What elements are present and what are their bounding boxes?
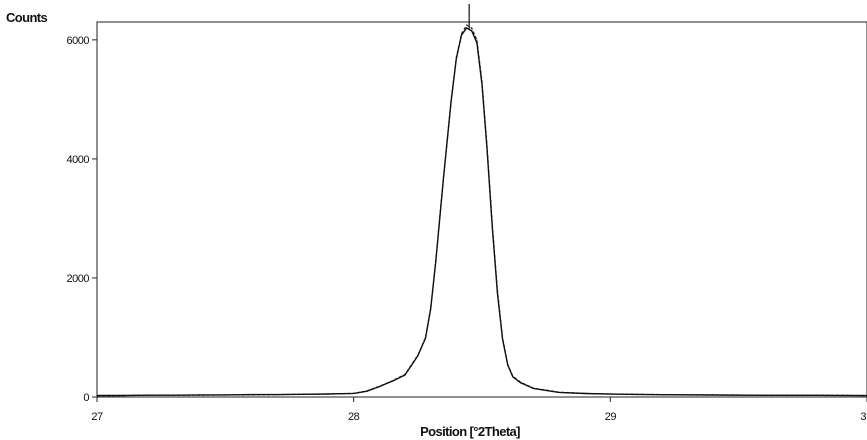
data-point xyxy=(435,260,437,262)
data-point xyxy=(471,30,473,32)
y-tick-label: 6000 xyxy=(67,35,90,47)
data-point xyxy=(609,393,611,395)
data-point xyxy=(712,394,714,396)
data-point xyxy=(491,226,493,228)
data-point xyxy=(476,39,478,41)
data-point xyxy=(173,394,175,396)
y-tick-label: 2000 xyxy=(67,273,90,285)
data-point xyxy=(442,177,445,179)
data-point xyxy=(122,394,124,397)
y-tick-label: 0 xyxy=(83,392,89,404)
data-point xyxy=(430,308,432,310)
data-point xyxy=(496,292,498,294)
series-line-calculated xyxy=(97,27,867,397)
data-point xyxy=(378,386,380,388)
data-point xyxy=(391,380,393,382)
axes-layer: 0 2000 4000 6000 27 28 29 3 xyxy=(67,35,867,423)
data-point xyxy=(301,393,303,395)
data-point xyxy=(250,394,252,396)
data-point xyxy=(455,58,457,60)
series-layer xyxy=(96,24,867,397)
data-point xyxy=(96,394,98,397)
data-point xyxy=(147,394,149,396)
data-point xyxy=(466,24,468,26)
data-point xyxy=(340,393,342,395)
data-point xyxy=(404,374,406,376)
data-point xyxy=(661,394,663,396)
data-point xyxy=(450,100,452,102)
data-point xyxy=(501,338,504,340)
x-axis-title: Position [°2Theta] xyxy=(420,424,520,439)
data-point xyxy=(486,149,488,151)
data-point xyxy=(417,355,419,357)
x-tick-label: 27 xyxy=(91,411,103,423)
data-point xyxy=(532,387,534,389)
plot-frame xyxy=(96,21,867,398)
data-point xyxy=(512,376,514,378)
data-point xyxy=(460,34,463,36)
data-point xyxy=(476,42,478,44)
data-point xyxy=(466,27,468,29)
data-point xyxy=(519,382,522,384)
data-point xyxy=(353,392,355,394)
data-point xyxy=(471,27,473,29)
data-point xyxy=(558,391,560,393)
y-axis-title: Counts xyxy=(6,10,48,25)
y-tick-label: 4000 xyxy=(67,154,90,166)
x-tick-label: 28 xyxy=(348,411,360,423)
data-point xyxy=(507,364,509,366)
data-point xyxy=(199,394,201,396)
data-point xyxy=(584,392,586,395)
data-point xyxy=(224,394,226,396)
data-point xyxy=(365,390,368,392)
data-point xyxy=(481,83,483,86)
data-point xyxy=(276,394,278,396)
data-point xyxy=(327,393,329,395)
data-point xyxy=(424,337,427,339)
data-point xyxy=(815,394,817,396)
x-tick-label: 3 xyxy=(860,411,866,423)
data-point xyxy=(763,394,765,396)
x-tick-label: 29 xyxy=(605,411,617,423)
